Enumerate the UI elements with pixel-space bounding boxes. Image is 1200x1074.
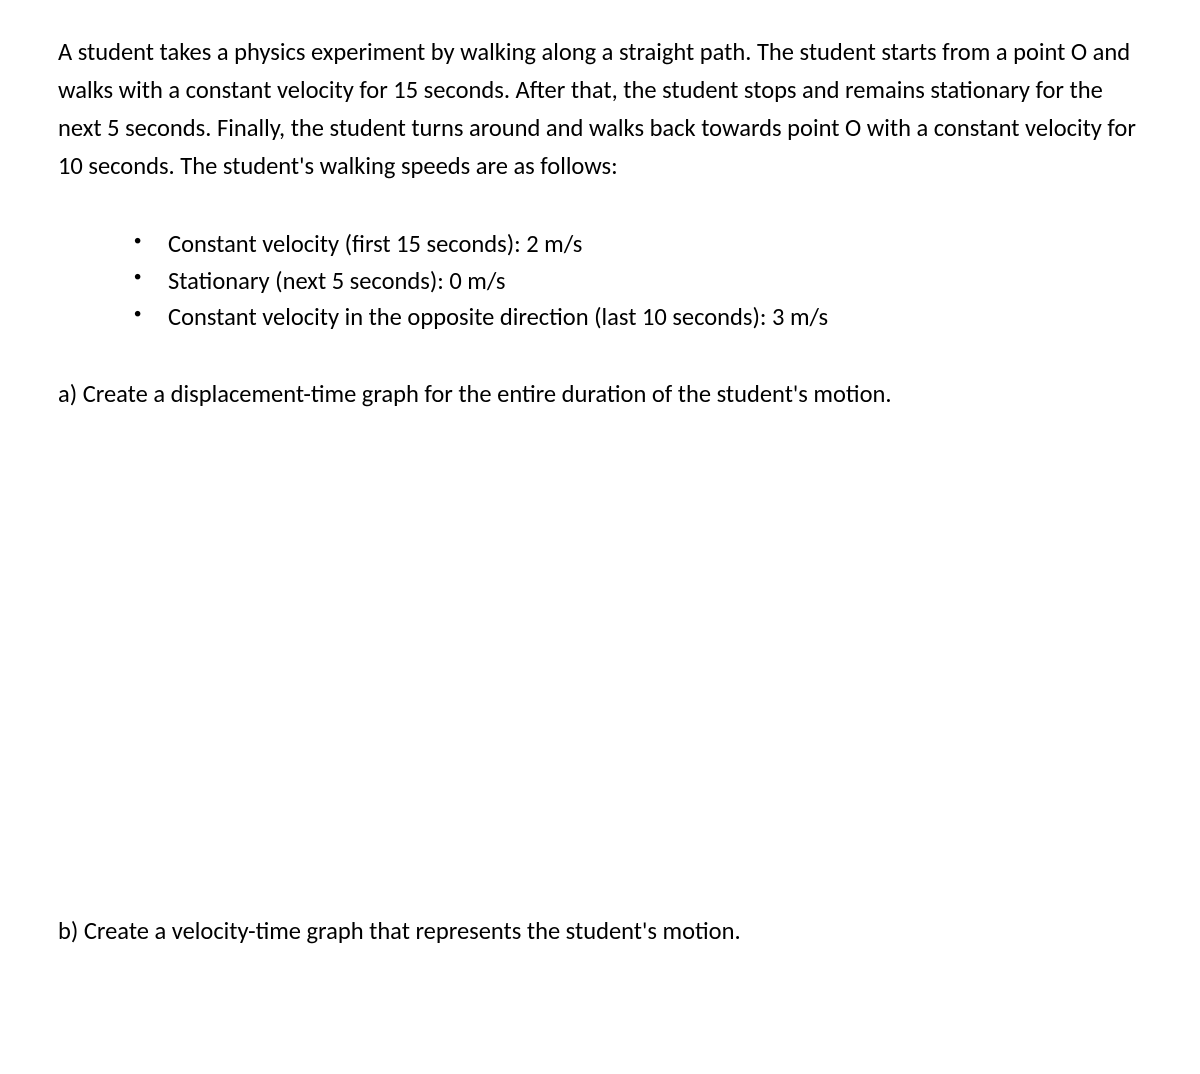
answer-space-a — [58, 413, 1140, 913]
question-a: a) Create a displacement-time graph for … — [58, 376, 1140, 413]
speeds-list: Constant velocity (first 15 seconds): 2 … — [58, 226, 1140, 336]
document-page: A student takes a physics experiment by … — [0, 0, 1200, 1074]
list-item: Stationary (next 5 seconds): 0 m/s — [134, 263, 1140, 300]
list-item: Constant velocity in the opposite direct… — [134, 299, 1140, 336]
question-b: b) Create a velocity-time graph that rep… — [58, 913, 1140, 950]
problem-intro-paragraph: A student takes a physics experiment by … — [58, 34, 1140, 186]
list-item: Constant velocity (first 15 seconds): 2 … — [134, 226, 1140, 263]
